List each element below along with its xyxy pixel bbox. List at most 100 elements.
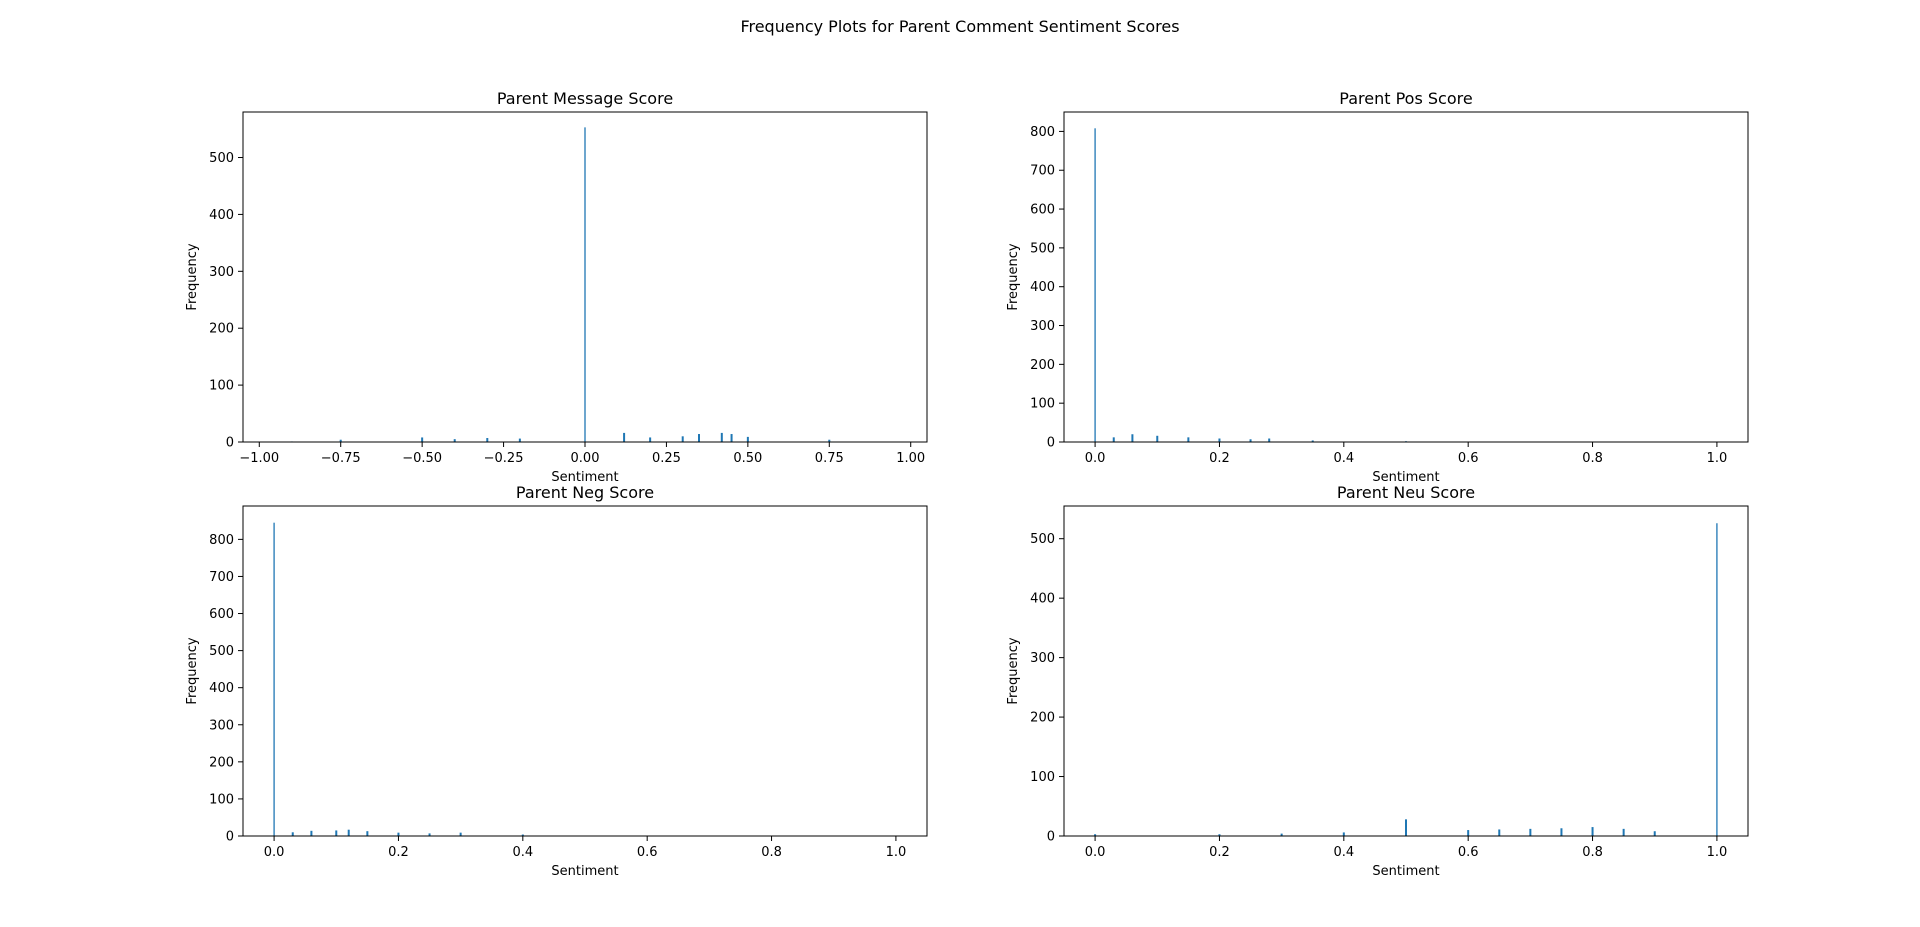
bars — [273, 522, 524, 836]
subplot-title: Parent Pos Score — [1339, 89, 1472, 108]
x-tick-label: −1.00 — [239, 451, 279, 466]
x-tick-label: 0.8 — [761, 845, 782, 860]
x-tick-label: −0.25 — [484, 451, 524, 466]
bar — [746, 436, 749, 442]
y-axis-label: Frequency — [185, 637, 200, 704]
bar — [1653, 831, 1656, 836]
x-axis-label: Sentiment — [1372, 470, 1439, 485]
y-tick-label: 200 — [209, 322, 234, 337]
bar — [1094, 834, 1097, 836]
bar — [335, 830, 338, 836]
bar — [1529, 828, 1532, 836]
subplot-title: Parent Neg Score — [516, 483, 654, 502]
x-tick-label: 0.0 — [1085, 451, 1106, 466]
y-axis-label: Frequency — [185, 243, 200, 310]
y-axis-label: Frequency — [1006, 243, 1021, 310]
bar — [623, 432, 626, 442]
subplot-title: Parent Message Score — [497, 89, 673, 108]
y-tick-label: 500 — [1030, 532, 1055, 547]
bar — [681, 436, 684, 442]
x-tick-label: 0.2 — [1209, 845, 1230, 860]
subplot-3: 0.0 0.2 0.4 0.6 0.8 1.0 0 100 200 300 400 500 600 700… — [185, 483, 928, 879]
x-axis-label: Sentiment — [551, 470, 618, 485]
bar — [310, 830, 313, 836]
bar — [698, 434, 700, 442]
x-tick-label: 0.6 — [1458, 451, 1479, 466]
bar — [1249, 439, 1252, 442]
bar — [1498, 829, 1501, 836]
bars — [1094, 128, 1407, 442]
bars — [290, 127, 831, 443]
y-tick-label: 100 — [209, 379, 234, 394]
bar — [339, 439, 342, 442]
bar — [1342, 832, 1345, 836]
x-tick-label: 0.4 — [512, 845, 533, 860]
bar — [1467, 830, 1470, 836]
bar — [1187, 437, 1190, 442]
y-tick-label: 500 — [1030, 241, 1055, 256]
x-tick-label: 0.00 — [571, 451, 600, 466]
subplot-1: −1.00 −0.75 −0.50 −0.25 0.00 0.25 0.50 0.75 1.00… — [185, 89, 928, 485]
axes-frame — [242, 505, 928, 837]
bar — [366, 831, 369, 836]
y-tick-label: 200 — [1030, 711, 1055, 726]
bar — [649, 437, 652, 442]
x-tick-label: 0.0 — [1085, 845, 1106, 860]
y-tick-label: 800 — [209, 533, 234, 548]
x-axis-label: Sentiment — [1372, 864, 1439, 879]
x-tick-label: 0.0 — [264, 845, 285, 860]
bar — [1560, 828, 1563, 836]
y-tick-label: 300 — [1030, 319, 1055, 334]
bar — [1218, 834, 1221, 836]
bar — [1218, 438, 1221, 442]
y-tick-label: 200 — [1030, 358, 1055, 373]
y-tick-label: 400 — [209, 681, 234, 696]
bar — [828, 439, 831, 442]
y-tick-label: 0 — [1047, 830, 1055, 845]
y-tick-label: 100 — [209, 792, 234, 807]
bar — [1622, 828, 1625, 836]
bar — [1716, 523, 1718, 836]
y-tick-label: 300 — [209, 265, 234, 280]
bar — [1094, 128, 1096, 442]
bar — [730, 434, 733, 442]
y-tick-label: 500 — [209, 151, 234, 166]
bar — [1280, 833, 1283, 836]
x-tick-label: 0.25 — [652, 451, 681, 466]
y-tick-label: 300 — [209, 718, 234, 733]
bar — [720, 432, 723, 442]
bar — [421, 437, 424, 442]
bar — [1156, 435, 1159, 442]
y-tick-label: 400 — [1030, 280, 1055, 295]
bar — [1268, 438, 1271, 442]
y-tick-label: 200 — [209, 755, 234, 770]
bar — [486, 438, 489, 442]
bar — [347, 829, 350, 836]
axes-frame — [1063, 505, 1749, 837]
bar — [397, 832, 400, 836]
y-tick-label: 300 — [1030, 651, 1055, 666]
x-tick-label: 0.8 — [1582, 845, 1603, 860]
x-axis-label: Sentiment — [551, 864, 618, 879]
bar — [1591, 827, 1594, 836]
y-tick-label: 100 — [1030, 397, 1055, 412]
y-tick-label: 500 — [209, 644, 234, 659]
y-tick-label: 0 — [1047, 436, 1055, 451]
bar — [1405, 819, 1407, 836]
x-tick-label: 0.2 — [1209, 451, 1230, 466]
x-tick-label: 1.0 — [1707, 451, 1728, 466]
x-tick-label: −0.75 — [321, 451, 361, 466]
bar — [1131, 434, 1134, 442]
bar — [1112, 437, 1115, 442]
y-tick-label: 0 — [226, 830, 234, 845]
x-tick-label: 0.6 — [1458, 845, 1479, 860]
x-tick-label: 0.4 — [1333, 451, 1354, 466]
subplot-4: 0.0 0.2 0.4 0.6 0.8 1.0 0 100 200 300 400 500 Parent… — [1006, 483, 1749, 879]
x-tick-label: 0.2 — [388, 845, 409, 860]
x-tick-label: 0.75 — [815, 451, 844, 466]
subplot-grid: −1.00 −0.75 −0.50 −0.25 0.00 0.25 0.50 0.75 1.00… — [185, 89, 1749, 879]
x-tick-label: 0.50 — [733, 451, 762, 466]
y-tick-label: 700 — [209, 570, 234, 585]
x-tick-label: 1.0 — [1707, 845, 1728, 860]
y-tick-label: 100 — [1030, 770, 1055, 785]
